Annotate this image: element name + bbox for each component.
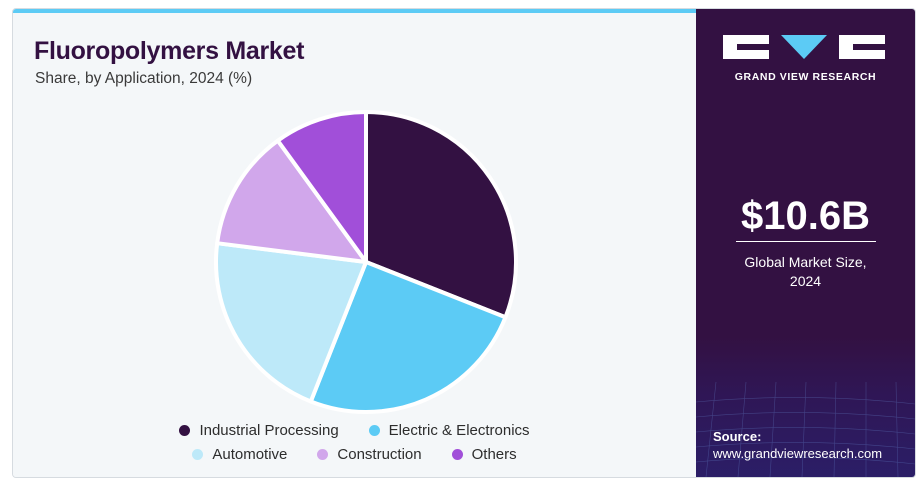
legend-swatch-construction [317, 449, 329, 460]
pie-slice-others [275, 110, 368, 264]
chart-card: Fluoropolymers Market Share, by Applicat… [12, 8, 916, 478]
pie-chart [214, 110, 518, 414]
market-size-caption: Global Market Size, 2024 [696, 253, 915, 291]
legend-label-automotive: Automotive [212, 446, 288, 463]
legend-label-construction: Construction [337, 446, 422, 463]
chart-subtitle: Share, by Application, 2024 (%) [35, 70, 253, 87]
source-link[interactable]: www.grandviewresearch.com [713, 446, 883, 461]
pie-slice-industrial-processing [364, 110, 518, 320]
legend-label-industrial-processing: Industrial Processing [199, 422, 339, 439]
pie-slice-construction [215, 138, 368, 264]
legend-item-industrial-processing: Industrial Processing [179, 422, 339, 439]
chart-title: Fluoropolymers Market [34, 37, 305, 65]
brand-name: GRAND VIEW RESEARCH [734, 71, 877, 83]
legend-swatch-automotive [192, 449, 204, 460]
legend-item-automotive: Automotive [192, 446, 287, 463]
market-size-caption-line2: 2024 [789, 273, 822, 289]
market-size-caption-line1: Global Market Size, [744, 254, 867, 270]
market-size-value: $10.6B [741, 194, 870, 238]
divider [736, 241, 876, 242]
legend-swatch-industrial-processing [179, 425, 191, 436]
pie-slice-automotive [214, 241, 368, 404]
brand-logo [723, 35, 885, 59]
legend-row-2: Automotive Construction Others [13, 446, 696, 463]
legend-label-others: Others [471, 446, 517, 463]
legend-item-construction: Construction [317, 446, 422, 463]
summary-sidebar: GRAND VIEW RESEARCH $10.6B Global Market… [696, 9, 915, 477]
legend-item-electric-electronics: Electric & Electronics [368, 422, 530, 439]
source-label: Source: [713, 429, 762, 444]
legend-swatch-others [451, 449, 463, 460]
chart-panel: Fluoropolymers Market Share, by Applicat… [13, 9, 696, 477]
legend-item-others: Others [451, 446, 517, 463]
pie-slice-electric-electronics [308, 260, 508, 414]
legend-label-electric-electronics: Electric & Electronics [388, 422, 530, 439]
legend-swatch-electric-electronics [368, 425, 380, 436]
legend-row-1: Industrial Processing Electric & Electro… [13, 422, 696, 439]
grid-decoration [696, 382, 915, 477]
